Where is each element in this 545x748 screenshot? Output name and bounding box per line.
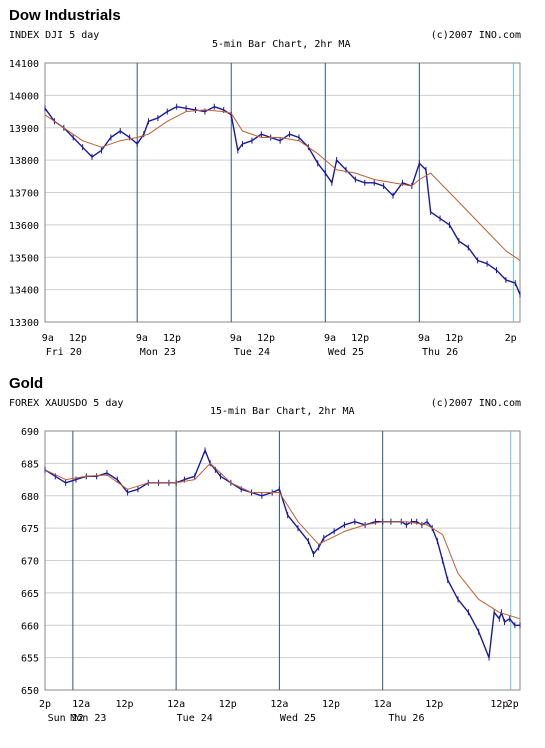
gold-day-label: Tue 24 bbox=[177, 713, 213, 724]
dow-xtick-label: 12p bbox=[351, 333, 369, 344]
dow-ytick-label: 13400 bbox=[9, 286, 39, 297]
gold-title: Gold bbox=[9, 375, 44, 392]
gold-day-label: Sun 22 bbox=[48, 713, 84, 724]
gold-ytick-label: 650 bbox=[21, 686, 39, 697]
gold-ytick-label: 680 bbox=[21, 492, 39, 503]
gold-plot-frame bbox=[44, 430, 521, 691]
dow-title: Dow Industrials bbox=[9, 7, 121, 24]
gold-ytick-label: 660 bbox=[21, 621, 39, 632]
dow-xtick-label: 2p bbox=[505, 333, 517, 344]
dow-day-label: Fri 20 bbox=[46, 347, 82, 358]
gold-xtick-label: 12p bbox=[219, 699, 237, 710]
gold-day-label: Wed 25 bbox=[280, 713, 316, 724]
dow-ytick-label: 13700 bbox=[9, 189, 39, 200]
dow-xtick-label: 12p bbox=[257, 333, 275, 344]
gold-series-price bbox=[44, 449, 520, 659]
gold-xtick-label: 12a bbox=[167, 699, 185, 710]
gold-day-label: Mon 23 bbox=[70, 713, 106, 724]
gold-ytick-label: 690 bbox=[21, 427, 39, 438]
dow-xtick-label: 9a bbox=[324, 333, 336, 344]
dow-ytick-label: 13800 bbox=[9, 156, 39, 167]
dow-series-ma bbox=[44, 109, 521, 261]
dow-ytick-label: 14100 bbox=[9, 59, 39, 70]
dow-xtick-label: 12p bbox=[69, 333, 87, 344]
dow-credit: (c)2007 INO.com bbox=[430, 30, 521, 41]
gold-xtick-label: 12p bbox=[490, 699, 508, 710]
gold-ytick-label: 675 bbox=[21, 524, 39, 535]
gold-day-label: Thu 26 bbox=[388, 713, 424, 724]
gold-xtick-label: 12a bbox=[72, 699, 90, 710]
gold-ytick-label: 685 bbox=[21, 459, 39, 470]
gold-ytick-label: 655 bbox=[21, 654, 39, 665]
dow-panel: Dow Industrials INDEX DJI 5 day (c)2007 … bbox=[0, 0, 545, 370]
dow-ytick-label: 13900 bbox=[9, 124, 39, 135]
gold-xtick-label: 2p bbox=[39, 699, 51, 710]
dow-day-label: Mon 23 bbox=[140, 347, 176, 358]
gold-xtick-label: 12a bbox=[270, 699, 288, 710]
dow-ytick-label: 13500 bbox=[9, 253, 39, 264]
gold-xtick-label: 2p bbox=[507, 699, 519, 710]
dow-xtick-label: 9a bbox=[136, 333, 148, 344]
gold-symbol-label: FOREX XAUUSDO 5 day bbox=[9, 398, 124, 409]
gold-xtick-label: 12a bbox=[374, 699, 392, 710]
dow-ytick-label: 13300 bbox=[9, 318, 39, 329]
gold-xtick-label: 12p bbox=[425, 699, 443, 710]
gold-ytick-label: 665 bbox=[21, 589, 39, 600]
gold-xtick-label: 12p bbox=[322, 699, 340, 710]
dow-xtick-label: 9a bbox=[230, 333, 242, 344]
gold-credit: (c)2007 INO.com bbox=[430, 398, 521, 409]
dow-chart: 14100 14000 13900 13800 13700 13600 13500 13400… bbox=[9, 59, 521, 358]
dow-xtick-label: 9a bbox=[418, 333, 430, 344]
dow-day-label: Tue 24 bbox=[234, 347, 270, 358]
dow-subtitle: 5-min Bar Chart, 2hr MA bbox=[212, 39, 351, 50]
dow-day-label: Wed 25 bbox=[328, 347, 364, 358]
gold-ytick-label: 670 bbox=[21, 557, 39, 568]
gold-series-ma bbox=[44, 462, 521, 620]
gold-subtitle: 15-min Bar Chart, 2hr MA bbox=[210, 406, 355, 417]
dow-day-label: Thu 26 bbox=[422, 347, 458, 358]
dow-xtick-label: 12p bbox=[445, 333, 463, 344]
dow-xtick-label: 9a bbox=[42, 333, 54, 344]
dow-plot-frame bbox=[44, 62, 521, 323]
dow-xtick-label: 12p bbox=[163, 333, 181, 344]
gold-xtick-label: 12p bbox=[115, 699, 133, 710]
dow-ytick-label: 14000 bbox=[9, 91, 39, 102]
gold-panel: Gold FOREX XAUUSDO 5 day (c)2007 INO.com… bbox=[0, 370, 545, 748]
dow-symbol-label: INDEX DJI 5 day bbox=[9, 30, 100, 41]
dow-series-price bbox=[44, 105, 521, 295]
dow-ytick-label: 13600 bbox=[9, 221, 39, 232]
